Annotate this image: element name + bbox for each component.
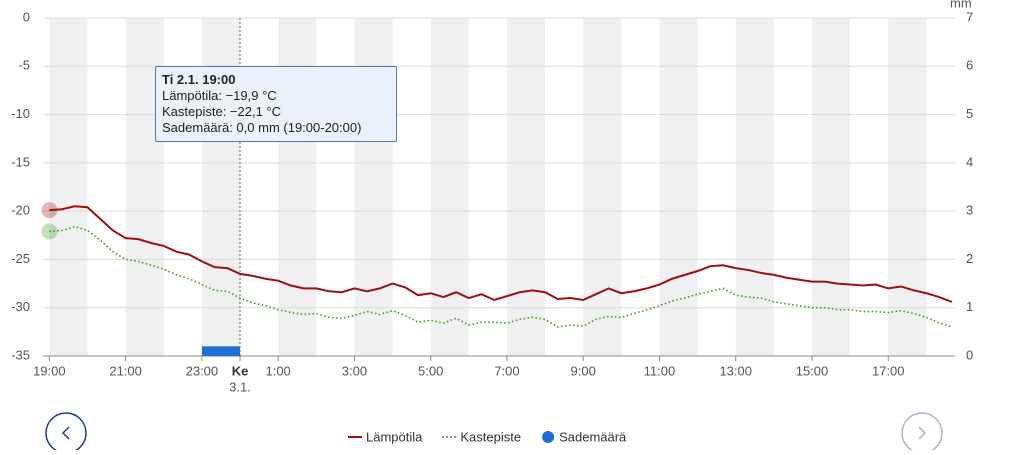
tooltip: Ti 2.1. 19:00 Lämpötila: −19,9 °C Kastep… [155, 66, 397, 142]
y2-tick-label: 5 [966, 106, 973, 121]
legend-swatch [542, 431, 555, 443]
x-tick-sublabel: 3.1. [229, 379, 251, 394]
x-tick-label: 15:00 [796, 363, 829, 378]
hover-point [41, 202, 58, 219]
series-line [49, 205, 953, 303]
x-tick-label: 17:00 [872, 363, 905, 378]
y-tick-label: -35 [11, 347, 30, 362]
next-button[interactable] [901, 412, 943, 454]
prev-icon [61, 426, 70, 440]
x-tick-label: 19:00 [33, 363, 66, 378]
x-tick-label: 7:00 [494, 363, 519, 378]
y2-axis-label: mm [950, 0, 972, 10]
next-icon [918, 426, 927, 440]
y-tick-label: -5 [18, 58, 30, 73]
x-tick-label: 1:00 [265, 363, 290, 378]
legend-label: Kastepiste [460, 429, 521, 444]
hour-band [812, 18, 851, 356]
y2-tick-label: 0 [966, 347, 973, 362]
x-tick-label: 23:00 [186, 363, 219, 378]
y-tick-label: -10 [11, 106, 30, 121]
bar [201, 346, 241, 356]
legend-label: Lämpötila [366, 429, 423, 444]
x-tick-label: 11:00 [644, 363, 676, 378]
tooltip-line: Sademäärä: 0,0 mm (19:00-20:00) [162, 120, 362, 135]
series-line [49, 225, 953, 328]
tooltip-line: Lämpötila: −19,9 °C [162, 88, 277, 103]
legend-label: Sademäärä [559, 429, 627, 444]
hover-point [41, 223, 58, 240]
hour-band [430, 18, 469, 356]
tooltip-line: Kastepiste: −22,1 °C [162, 104, 282, 119]
x-tick-label: 3:00 [342, 363, 367, 378]
x-tick-label: 13:00 [719, 363, 752, 378]
y-tick-label: -20 [11, 203, 30, 218]
x-tick-label: 9:00 [571, 363, 596, 378]
hour-band [49, 18, 88, 356]
y-tick-label: -15 [11, 154, 30, 169]
hour-band [735, 18, 774, 356]
y-tick-label: 0 [23, 9, 30, 24]
y2-tick-label: 6 [966, 58, 973, 73]
y-tick-label: -30 [11, 299, 30, 314]
hour-band [583, 18, 622, 356]
hour-band [888, 18, 927, 356]
y2-tick-label: 3 [966, 203, 973, 218]
y2-tick-label: 7 [966, 9, 973, 24]
x-tick-label: Ke [232, 363, 249, 378]
y-tick-label: -25 [11, 251, 30, 266]
x-tick-label: 5:00 [418, 363, 443, 378]
y2-tick-label: 1 [966, 299, 973, 314]
y2-tick-label: 2 [966, 251, 973, 266]
y2-tick-label: 4 [966, 154, 973, 169]
hour-band [659, 18, 698, 356]
prev-button[interactable] [45, 412, 87, 454]
hour-band [506, 18, 546, 356]
x-tick-label: 21:00 [109, 363, 142, 378]
tooltip-title: Ti 2.1. 19:00 [162, 72, 236, 87]
